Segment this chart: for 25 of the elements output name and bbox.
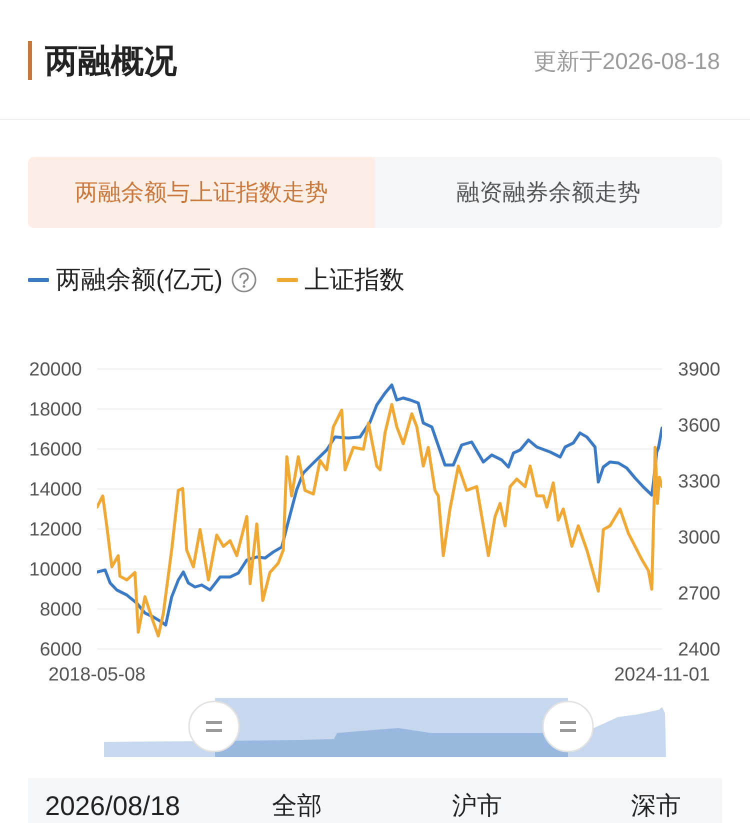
text: 全部 (272, 792, 322, 820)
legend-label: 两融余额(亿元) (56, 266, 223, 294)
y2-tick-label: 3900 (678, 360, 720, 381)
y-tick-label: 10000 (29, 560, 82, 581)
y-tick-label: 18000 (29, 400, 82, 421)
legend-label: 上证指数 (304, 266, 405, 294)
y2-tick-label: 3300 (678, 472, 720, 493)
y-tick-label: 16000 (29, 440, 82, 461)
chart-subtitle: 更新于2026-08-18 (533, 48, 720, 74)
chart-title: 两融概况 (45, 42, 177, 79)
y-tick-label: 20000 (29, 360, 82, 381)
x-tick-label: 2024-11-01 (614, 664, 710, 686)
y2-tick-label: 3000 (678, 528, 720, 549)
tab: 两融余额与上证指数走势 (28, 157, 375, 228)
text: 沪市 (452, 792, 502, 820)
text: 深市 (631, 792, 681, 820)
y-tick-label: 8000 (40, 600, 82, 621)
y2-tick-label: 3600 (678, 416, 720, 437)
y2-tick-label: 2400 (678, 640, 720, 661)
y-tick-label: 12000 (29, 520, 82, 541)
y-tick-label: 14000 (29, 480, 82, 501)
y2-tick-label: 2700 (678, 584, 720, 605)
x-tick-label: 2018-05-08 (48, 664, 146, 686)
text: 2026/08/18 (45, 791, 180, 821)
y-tick-label: 6000 (40, 640, 82, 661)
